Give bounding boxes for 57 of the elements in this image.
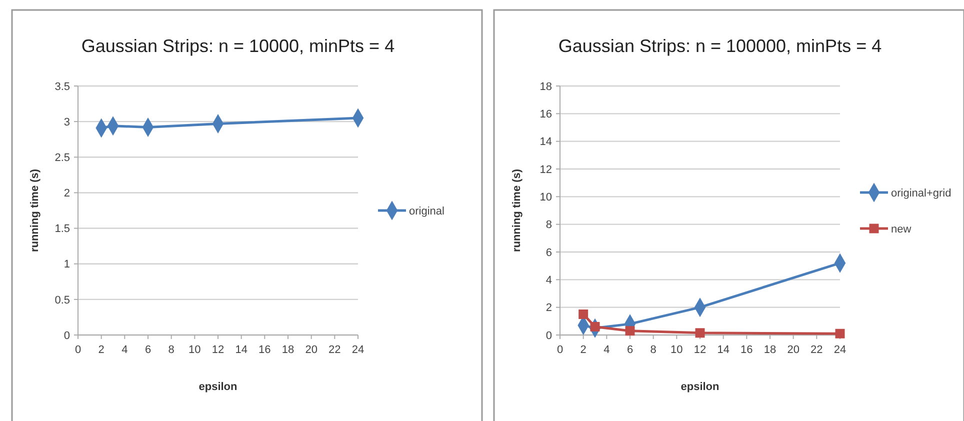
y-tick-label: 3 — [64, 116, 70, 128]
y-tick-label: 18 — [540, 80, 552, 93]
y-tick-label: 6 — [546, 246, 552, 259]
legend-label: new — [891, 223, 912, 236]
y-tick-label: 0 — [546, 330, 552, 342]
legend-label: original — [409, 205, 444, 218]
point — [695, 328, 705, 338]
x-tick-label: 6 — [144, 344, 152, 356]
point — [625, 326, 635, 336]
x-tick-label: 4 — [122, 344, 128, 356]
y-tick-label: 10 — [540, 192, 552, 204]
y-tick-label: 1 — [64, 258, 70, 271]
y-tick-label: 2 — [64, 188, 70, 200]
x-axis-title: epsilon — [680, 381, 720, 393]
y-tick-label: 14 — [540, 136, 552, 148]
x-tick-label: 2 — [98, 344, 104, 356]
x-tick-label: 0 — [556, 344, 564, 356]
y-tick-label: 2 — [546, 302, 552, 314]
x-tick-label: 0 — [74, 344, 82, 356]
x-tick-label: 2 — [580, 344, 586, 356]
x-tick-label: 22 — [328, 344, 341, 356]
x-tick-label: 14 — [717, 344, 730, 356]
x-axis-title: epsilon — [198, 381, 238, 393]
chart-title: Gaussian Strips: n = 100000, minPts = 4 — [558, 36, 882, 56]
x-tick-label: 24 — [352, 344, 364, 356]
x-tick-label: 14 — [235, 344, 248, 356]
x-tick-label: 6 — [626, 344, 634, 356]
x-tick-label: 8 — [168, 344, 174, 356]
x-tick-label: 10 — [188, 344, 201, 356]
chart-title: Gaussian Strips: n = 10000, minPts = 4 — [81, 36, 395, 56]
x-tick-label: 16 — [740, 344, 753, 356]
y-axis-title: running time (s) — [511, 168, 523, 252]
y-tick-label: 4 — [546, 274, 552, 287]
y-tick-label: 1.5 — [54, 223, 70, 236]
x-tick-label: 16 — [258, 344, 271, 356]
x-tick-label: 12 — [212, 344, 224, 356]
point — [578, 310, 588, 319]
point — [835, 328, 845, 338]
y-tick-label: 2.5 — [54, 152, 70, 164]
y-tick-label: 16 — [540, 108, 552, 121]
x-tick-label: 22 — [810, 344, 823, 356]
x-tick-label: 4 — [604, 344, 610, 356]
x-tick-label: 24 — [834, 344, 846, 356]
x-tick-label: 20 — [787, 344, 800, 356]
x-tick-label: 12 — [694, 344, 706, 356]
legend-label: original+grid — [891, 187, 952, 200]
x-tick-label: 20 — [305, 344, 318, 356]
y-axis-title: running time (s) — [29, 168, 41, 252]
y-tick-label: 12 — [540, 164, 552, 176]
x-tick-label: 10 — [670, 344, 683, 356]
x-tick-label: 18 — [282, 344, 294, 356]
x-tick-label: 18 — [764, 344, 776, 356]
y-tick-label: 8 — [546, 219, 552, 232]
y-tick-label: 0 — [64, 330, 70, 342]
y-tick-label: 3.5 — [54, 80, 70, 93]
x-tick-label: 8 — [650, 344, 656, 356]
y-tick-label: 0.5 — [54, 294, 70, 306]
